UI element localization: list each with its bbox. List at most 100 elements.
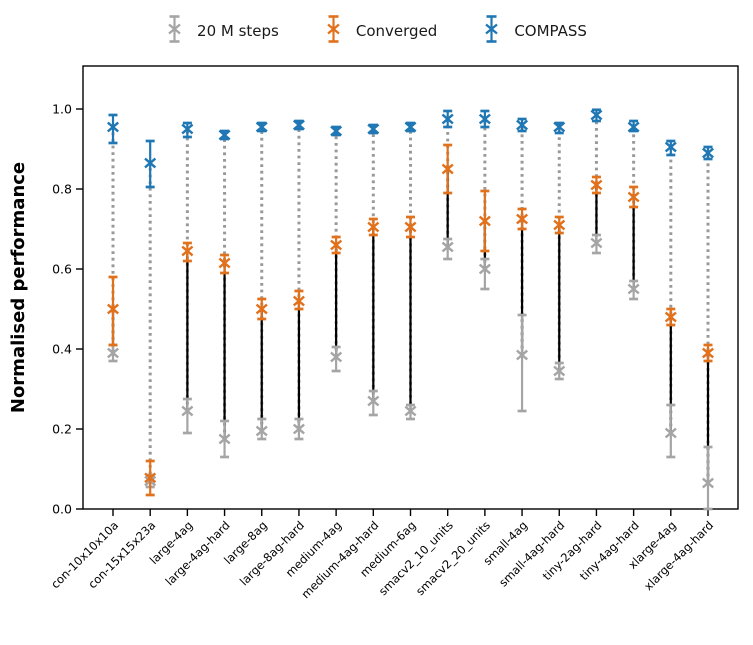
errorbar-point <box>144 139 157 189</box>
errorbar-point <box>367 123 380 135</box>
x-marker <box>255 121 268 133</box>
x-marker <box>404 405 417 417</box>
x-marker <box>553 121 566 133</box>
errorbar-point <box>367 217 380 237</box>
errorbar-point <box>441 237 454 261</box>
x-marker <box>664 141 677 153</box>
x-marker <box>590 109 603 121</box>
x-marker <box>627 121 640 133</box>
errorbar-point <box>478 109 491 129</box>
x-marker <box>107 121 119 133</box>
legend-marker-stroke <box>327 23 340 35</box>
x-marker <box>330 351 343 363</box>
x-marker <box>330 125 343 137</box>
errorbar-point <box>255 121 268 133</box>
y-tick-label: 1.0 <box>52 102 72 117</box>
y-tick-label: 0.2 <box>52 422 72 437</box>
legend-label: Converged <box>355 22 438 40</box>
errorbar-point <box>367 389 380 417</box>
errorbar-point <box>702 343 714 363</box>
x-marker <box>218 257 231 269</box>
x-marker <box>404 121 417 133</box>
errorbar-point <box>590 233 603 255</box>
x-marker <box>255 303 268 315</box>
x-marker <box>292 119 305 131</box>
errorbar-point <box>181 241 194 263</box>
series-converged <box>107 143 714 497</box>
x-marker <box>516 119 529 131</box>
errorbar-point <box>292 119 305 131</box>
series-compass <box>107 108 714 189</box>
errorbar-point <box>292 289 305 311</box>
x-marker <box>218 433 231 445</box>
errorbar-point <box>181 121 194 139</box>
errorbar-point <box>404 403 417 421</box>
x-marker <box>292 423 305 435</box>
errorbar-point <box>627 279 640 301</box>
errorbar-point <box>516 117 529 133</box>
connectors <box>111 115 710 483</box>
errorbar-point <box>330 235 343 255</box>
x-marker <box>702 147 714 159</box>
x-marker <box>181 123 194 135</box>
x-marker <box>218 129 231 141</box>
errorbar-point <box>627 185 640 209</box>
legend-marker-stroke <box>485 23 499 35</box>
y-tick-label: 0.8 <box>52 182 72 197</box>
y-axis: 0.0 0.2 0.4 0.6 0.8 1.0 <box>52 102 83 517</box>
errorbar-point <box>702 145 714 161</box>
x-marker <box>664 427 677 439</box>
errorbar-point <box>553 121 566 135</box>
errorbar-point <box>553 361 566 381</box>
x-marker <box>441 113 454 125</box>
x-marker <box>702 477 714 489</box>
errorbar-point <box>441 109 454 129</box>
x-tick-label: small-4ag-hard <box>496 518 567 589</box>
x-marker <box>144 157 157 169</box>
errorbar-point <box>107 343 119 363</box>
legend-label: COMPASS <box>514 22 587 40</box>
errorbar-point <box>627 119 640 133</box>
y-tick-label: 0.4 <box>52 342 72 357</box>
legend-marker-stroke <box>168 23 181 35</box>
x-marker <box>107 303 119 315</box>
errorbar-point <box>181 397 194 435</box>
errorbar-x-marker-glyph <box>327 15 340 43</box>
x-marker <box>367 123 380 135</box>
x-marker <box>553 365 566 377</box>
x-marker <box>441 163 454 175</box>
x-marker <box>367 221 380 233</box>
errorbar-point <box>404 121 417 133</box>
errorbar-point <box>404 215 417 239</box>
legend-item-converged: Converged <box>325 14 437 48</box>
x-tick-label: con-15x15x23a <box>85 518 158 591</box>
errorbar-point <box>478 257 491 291</box>
errorbar-point <box>590 108 603 123</box>
errorbar-point <box>107 275 119 347</box>
x-marker <box>553 219 566 231</box>
x-marker <box>144 472 157 484</box>
errorbar-point <box>516 207 529 231</box>
errorbar-point <box>292 417 305 441</box>
x-marker <box>181 405 194 417</box>
series-20-m-steps <box>107 233 714 511</box>
legend-label: 20 M steps <box>197 22 279 40</box>
x-axis: con-10x10x10acon-15x15x23alarge-4aglarge… <box>48 509 716 601</box>
errorbar-point <box>441 143 454 195</box>
x-tick-label: con-10x10x10a <box>48 518 121 591</box>
errorbar-point <box>516 313 529 413</box>
x-marker <box>404 221 417 233</box>
errorbar-point <box>107 113 119 145</box>
x-tick-label: xlarge-4ag-hard <box>641 518 716 593</box>
errorbar-x-marker-icon <box>166 14 183 48</box>
x-marker <box>590 179 603 191</box>
errorbar-point <box>330 345 343 373</box>
x-marker <box>516 349 529 361</box>
errorbar-x-marker-icon <box>325 14 342 48</box>
x-marker <box>478 263 491 275</box>
x-marker <box>441 241 454 253</box>
errorbar-x-marker-icon <box>483 14 500 48</box>
x-marker <box>181 245 194 257</box>
x-tick-label: large-8ag-hard <box>237 518 307 588</box>
